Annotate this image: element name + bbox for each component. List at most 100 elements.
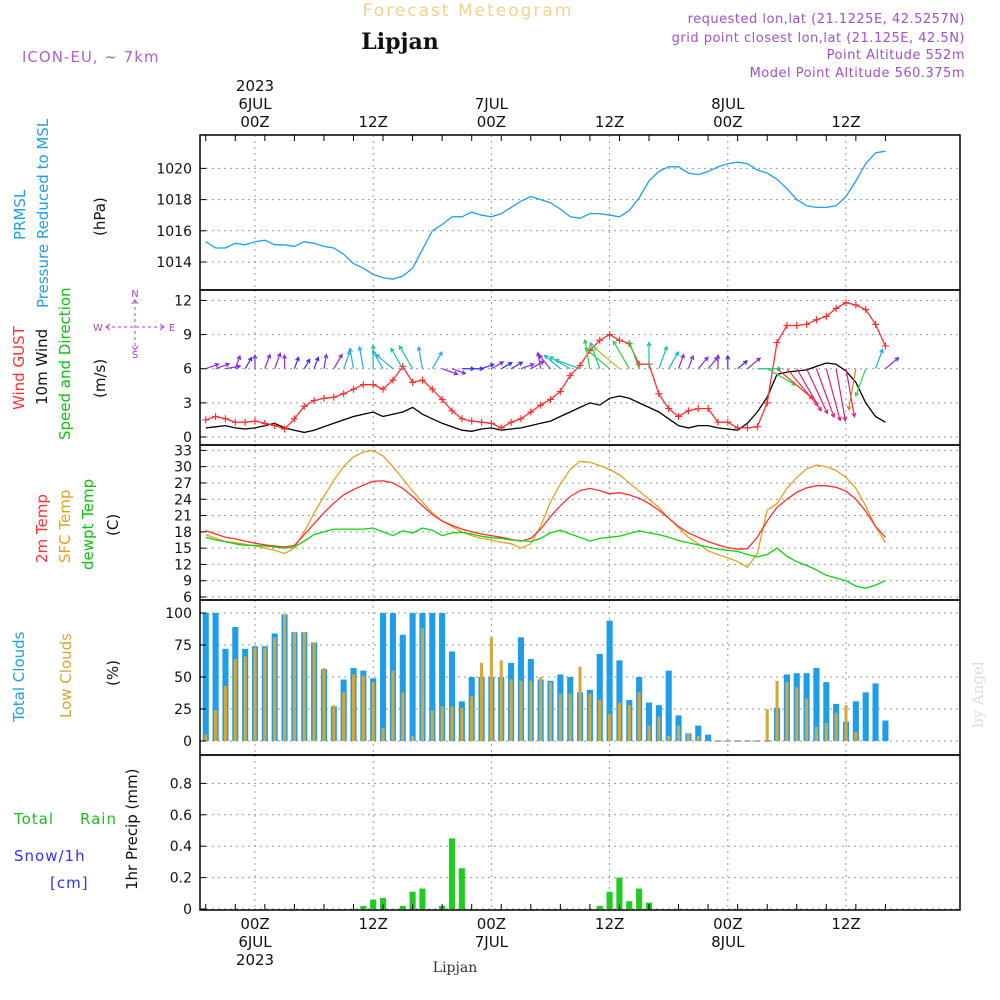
wind-arrow — [431, 351, 443, 370]
pressure-ytick-label: 1020 — [156, 161, 192, 177]
gust-marker — [547, 395, 554, 403]
low-cloud-bar — [598, 700, 602, 741]
top-time-label: 00Z — [477, 113, 506, 131]
temp-ytick-label: 24 — [174, 492, 192, 508]
low-cloud-bar — [489, 637, 493, 741]
wind-arrow — [481, 363, 495, 370]
top-time-label: 7JUL — [475, 95, 509, 113]
low-cloud-bar — [519, 680, 523, 741]
low-cloud-bar — [558, 693, 562, 741]
gust-marker — [763, 399, 771, 407]
wind-arrow — [303, 358, 311, 370]
low-cloud-bar — [302, 632, 306, 741]
precip-label-rain: Rain — [80, 810, 117, 828]
rain-bar — [419, 888, 426, 909]
gust-marker — [507, 418, 515, 426]
wind-arrow — [677, 353, 685, 369]
wind-arrow — [825, 368, 842, 422]
total-cloud-bar — [882, 720, 889, 741]
gust-marker — [694, 405, 702, 413]
temp-label-sfc: SFC Temp — [56, 490, 74, 563]
gust-marker — [320, 394, 328, 402]
gust-marker — [261, 419, 269, 427]
total-cloud-bar — [616, 660, 623, 741]
wind-arrow — [668, 351, 679, 370]
rain-bar — [379, 898, 387, 909]
wind-arrow — [776, 368, 814, 400]
dewpt-line — [205, 527, 886, 589]
gust-marker — [418, 376, 426, 384]
low-cloud-bar — [617, 702, 621, 741]
bottom-time-label: 00Z — [477, 915, 506, 933]
total-cloud-bar — [379, 613, 387, 741]
gust-marker — [359, 381, 367, 389]
low-cloud-bar — [529, 680, 533, 741]
gust-marker — [773, 339, 781, 347]
gust-marker — [665, 405, 673, 413]
low-cloud-bar — [312, 642, 316, 741]
wind-arrow — [845, 368, 857, 418]
total-cloud-bar — [596, 653, 603, 741]
wind-arrow — [264, 353, 272, 369]
gust-marker — [734, 424, 742, 432]
bottom-time-label: 7JUL — [475, 933, 509, 951]
gust-marker — [241, 418, 249, 426]
tick-labels: 1014101610181020036912691215182124273033… — [156, 77, 860, 969]
wind-arrow — [491, 361, 505, 370]
low-cloud-bar — [509, 679, 513, 741]
compass-w: W — [93, 323, 103, 334]
cloud-label-total: Total Clouds — [10, 631, 28, 723]
bottom-time-label: 12Z — [359, 915, 388, 933]
precip-ytick-label: 0.4 — [170, 839, 192, 855]
low-cloud-bar — [204, 734, 208, 741]
low-cloud-bar — [686, 733, 690, 741]
wind-arrow — [628, 340, 640, 369]
top-time-label: 6JUL — [238, 95, 272, 113]
temp-label-dewpt: dewpt Temp — [79, 479, 97, 570]
location-title: Lipjan — [361, 29, 438, 55]
series-lines — [202, 150, 889, 589]
low-cloud-bar — [499, 660, 503, 741]
pressure-ytick-label: 1016 — [156, 224, 192, 240]
precip-ytick-label: 0.6 — [170, 808, 192, 824]
gust-marker — [803, 320, 811, 328]
low-cloud-bar — [677, 725, 681, 741]
low-cloud-bar — [214, 710, 218, 741]
low-cloud-bar — [637, 692, 641, 741]
temp-unit: (C) — [104, 514, 122, 536]
precip-ytick-label: 0 — [183, 902, 192, 918]
wind-arrow — [323, 353, 329, 369]
gust-marker — [793, 321, 801, 329]
wind-arrow — [293, 356, 300, 369]
wind-arrow — [612, 340, 630, 370]
wind-arrow — [715, 353, 721, 369]
top-time-label: 2023 — [236, 77, 274, 95]
wind-arrow — [835, 368, 848, 422]
gust-marker — [862, 306, 870, 314]
gust-marker — [251, 417, 259, 425]
temp-ytick-label: 27 — [174, 476, 192, 492]
wind-arrow — [500, 361, 513, 370]
total-cloud-bar — [705, 734, 712, 741]
gust-marker — [330, 393, 338, 401]
wind-arrow — [343, 350, 352, 369]
rain-bar — [360, 905, 367, 909]
temp-ytick-label: 15 — [174, 541, 192, 557]
compass-n: N — [131, 289, 138, 300]
wind-arrow — [282, 353, 287, 369]
low-cloud-bar — [539, 677, 543, 741]
low-cloud-bar — [775, 680, 779, 741]
panel-frames — [199, 134, 961, 911]
gust-marker — [724, 418, 732, 426]
low-cloud-bar — [332, 705, 336, 741]
wind-arrow — [215, 362, 231, 370]
clouds-ytick-label: 100 — [165, 606, 192, 622]
gust-marker — [458, 415, 466, 423]
wind-ytick-label: 3 — [183, 396, 192, 412]
rain-bar — [399, 905, 406, 909]
total-cloud-bar — [439, 613, 446, 741]
wind-arrow — [806, 368, 829, 415]
gust-marker — [438, 395, 446, 403]
wind-arrow — [390, 347, 404, 370]
total-cloud-bar — [212, 613, 219, 741]
